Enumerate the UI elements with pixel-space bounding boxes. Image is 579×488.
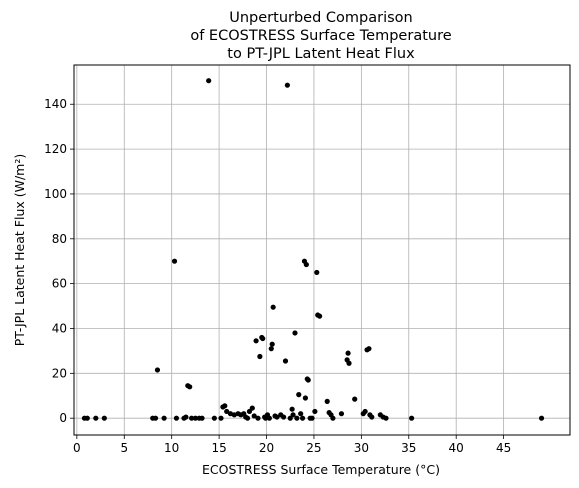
data-point bbox=[345, 350, 351, 356]
data-point bbox=[366, 346, 372, 352]
data-point bbox=[296, 392, 302, 398]
y-axis-ticks: 0 20 40 60 80 100 120 140 bbox=[44, 97, 74, 425]
data-point bbox=[270, 304, 276, 310]
data-point bbox=[266, 415, 272, 421]
y-tick-label: 40 bbox=[52, 321, 67, 335]
y-tick-label: 20 bbox=[52, 366, 67, 380]
x-tick-label: 40 bbox=[449, 441, 464, 455]
data-point bbox=[188, 415, 195, 421]
data-point bbox=[292, 330, 298, 336]
x-tick-label: 20 bbox=[259, 441, 274, 455]
x-tick-label: 0 bbox=[73, 441, 81, 455]
data-point bbox=[257, 353, 263, 360]
data-point bbox=[171, 258, 178, 264]
data-point bbox=[253, 338, 259, 344]
data-point bbox=[303, 261, 309, 268]
data-point bbox=[314, 269, 320, 276]
y-tick-label: 60 bbox=[52, 277, 67, 291]
x-tick-label: 35 bbox=[401, 441, 416, 455]
data-point bbox=[260, 335, 266, 342]
data-point bbox=[330, 415, 336, 421]
y-tick-label: 80 bbox=[52, 232, 67, 246]
x-axis-label: ECOSTRESS Surface Temperature (°C) bbox=[202, 462, 440, 477]
data-point bbox=[222, 403, 228, 409]
data-point bbox=[346, 360, 352, 366]
x-tick-label: 45 bbox=[496, 441, 511, 455]
data-point bbox=[211, 415, 217, 421]
data-point bbox=[152, 415, 159, 421]
data-point bbox=[282, 358, 289, 364]
y-tick-label: 140 bbox=[44, 97, 67, 111]
data-point bbox=[312, 408, 318, 415]
data-point bbox=[255, 415, 261, 421]
y-axis-label: PT-JPL Latent Heat Flux (W/m²) bbox=[12, 154, 27, 347]
data-point bbox=[352, 396, 358, 402]
data-point bbox=[317, 313, 323, 319]
chart-title-line-1: Unperturbed Comparison bbox=[229, 10, 412, 26]
data-point bbox=[187, 384, 193, 390]
x-axis-ticks: 0 5 10 15 20 25 30 35 40 45 bbox=[73, 435, 511, 455]
data-point bbox=[409, 415, 415, 421]
data-point bbox=[268, 346, 274, 352]
data-point bbox=[289, 406, 295, 412]
y-tick-label: 120 bbox=[44, 142, 67, 156]
data-point bbox=[299, 415, 306, 421]
y-tick-label: 100 bbox=[44, 187, 67, 201]
data-point bbox=[269, 341, 275, 347]
x-tick-label: 25 bbox=[306, 441, 321, 455]
data-point bbox=[173, 415, 180, 421]
chart-title-line-2: of ECOSTRESS Surface Temperature bbox=[190, 28, 451, 44]
data-point bbox=[218, 415, 224, 421]
data-point bbox=[302, 395, 309, 401]
data-point bbox=[294, 415, 300, 421]
data-point bbox=[249, 405, 255, 411]
x-tick-label: 15 bbox=[211, 441, 226, 455]
data-point bbox=[280, 414, 287, 420]
data-point bbox=[309, 415, 315, 421]
data-point bbox=[101, 415, 107, 421]
x-tick-label: 10 bbox=[164, 441, 179, 455]
data-point bbox=[324, 398, 330, 404]
data-point bbox=[298, 411, 304, 417]
x-tick-label: 30 bbox=[354, 441, 369, 455]
data-point bbox=[274, 414, 280, 420]
plot-frame bbox=[73, 64, 571, 436]
data-point bbox=[206, 78, 212, 84]
data-point bbox=[84, 415, 90, 421]
data-point bbox=[224, 408, 230, 415]
chart-title-line-3: to PT-JPL Latent Heat Flux bbox=[227, 46, 415, 62]
data-point bbox=[362, 408, 368, 415]
data-point bbox=[244, 415, 251, 421]
data-point bbox=[161, 415, 167, 421]
data-point bbox=[154, 367, 161, 373]
data-point bbox=[284, 82, 290, 88]
data-point bbox=[338, 411, 345, 417]
data-point bbox=[290, 412, 296, 418]
data-point bbox=[538, 415, 545, 421]
data-point bbox=[199, 415, 205, 421]
data-point bbox=[93, 415, 99, 421]
data-point bbox=[251, 413, 257, 419]
x-tick-label: 5 bbox=[120, 441, 128, 455]
data-point bbox=[305, 377, 311, 383]
data-point bbox=[383, 415, 389, 421]
data-point bbox=[369, 414, 375, 420]
data-point bbox=[192, 415, 198, 421]
data-point bbox=[183, 414, 189, 420]
y-tick-label: 0 bbox=[59, 411, 67, 425]
data-points bbox=[81, 78, 545, 421]
